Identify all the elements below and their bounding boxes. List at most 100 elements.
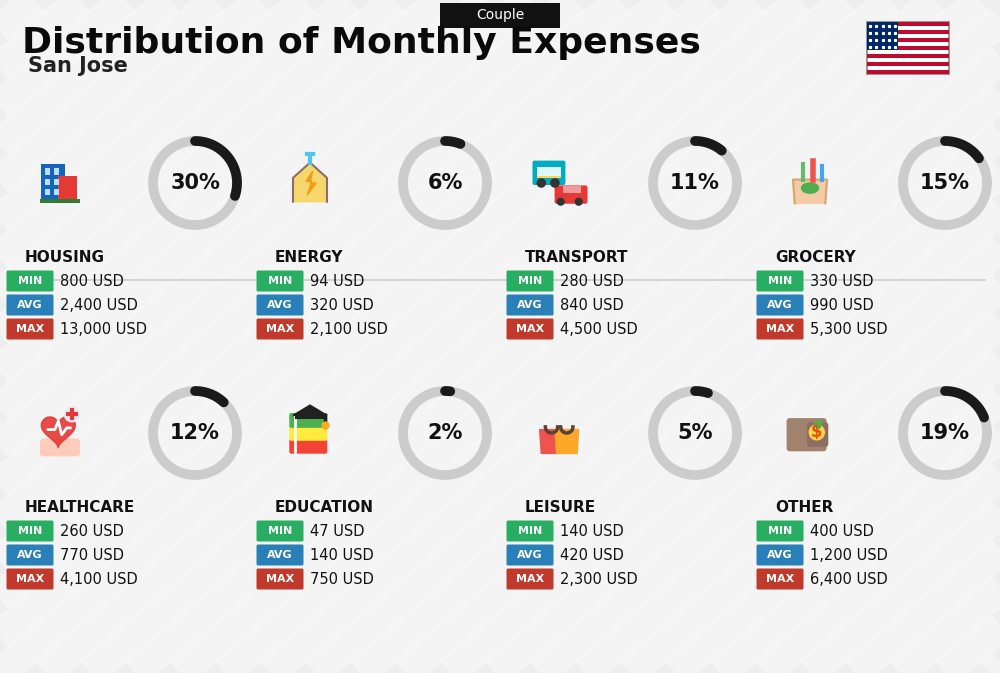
FancyBboxPatch shape — [45, 178, 50, 184]
Text: 13,000 USD: 13,000 USD — [60, 322, 147, 336]
Text: HOUSING: HOUSING — [25, 250, 105, 266]
FancyBboxPatch shape — [54, 189, 59, 195]
Text: AVG: AVG — [17, 300, 43, 310]
Text: MAX: MAX — [766, 324, 794, 334]
Text: AVG: AVG — [517, 300, 543, 310]
FancyBboxPatch shape — [256, 271, 304, 291]
Text: LEISURE: LEISURE — [525, 501, 596, 516]
Text: 1,200 USD: 1,200 USD — [810, 548, 888, 563]
Text: MAX: MAX — [516, 324, 544, 334]
Circle shape — [557, 199, 564, 205]
Text: MAX: MAX — [16, 574, 44, 584]
FancyBboxPatch shape — [867, 54, 949, 58]
Text: 2,100 USD: 2,100 USD — [310, 322, 388, 336]
Text: 400 USD: 400 USD — [810, 524, 874, 538]
Text: 260 USD: 260 USD — [60, 524, 124, 538]
FancyBboxPatch shape — [40, 439, 80, 456]
FancyBboxPatch shape — [757, 520, 804, 542]
Circle shape — [537, 179, 545, 187]
FancyBboxPatch shape — [867, 70, 949, 74]
Text: 15%: 15% — [920, 173, 970, 193]
Text: 140 USD: 140 USD — [560, 524, 624, 538]
Text: 420 USD: 420 USD — [560, 548, 624, 563]
FancyBboxPatch shape — [507, 569, 554, 590]
FancyBboxPatch shape — [787, 418, 827, 452]
Text: 2,300 USD: 2,300 USD — [560, 571, 638, 586]
Text: 140 USD: 140 USD — [310, 548, 374, 563]
FancyBboxPatch shape — [289, 439, 327, 454]
Text: MAX: MAX — [266, 574, 294, 584]
Text: MIN: MIN — [18, 526, 42, 536]
FancyBboxPatch shape — [289, 426, 327, 441]
FancyBboxPatch shape — [7, 271, 54, 291]
Text: MIN: MIN — [518, 526, 542, 536]
Text: AVG: AVG — [517, 550, 543, 560]
FancyBboxPatch shape — [807, 422, 828, 447]
Ellipse shape — [802, 183, 818, 193]
Text: 2,400 USD: 2,400 USD — [60, 297, 138, 312]
Text: 2%: 2% — [427, 423, 463, 443]
Text: 330 USD: 330 USD — [810, 273, 874, 289]
FancyBboxPatch shape — [537, 168, 561, 177]
Text: San Jose: San Jose — [28, 56, 128, 76]
FancyBboxPatch shape — [555, 186, 588, 204]
Polygon shape — [793, 180, 827, 203]
Polygon shape — [306, 171, 316, 195]
FancyBboxPatch shape — [867, 22, 949, 26]
Text: MIN: MIN — [768, 526, 792, 536]
Text: 5%: 5% — [677, 423, 713, 443]
Text: HEALTHCARE: HEALTHCARE — [25, 501, 135, 516]
FancyBboxPatch shape — [45, 189, 50, 195]
FancyBboxPatch shape — [757, 318, 804, 339]
Polygon shape — [293, 405, 327, 415]
Text: MIN: MIN — [268, 276, 292, 286]
FancyBboxPatch shape — [532, 161, 565, 185]
Text: 280 USD: 280 USD — [560, 273, 624, 289]
Circle shape — [551, 179, 559, 187]
Text: GROCERY: GROCERY — [775, 250, 856, 266]
FancyBboxPatch shape — [757, 569, 804, 590]
Text: MAX: MAX — [266, 324, 294, 334]
FancyBboxPatch shape — [289, 413, 327, 428]
FancyBboxPatch shape — [40, 199, 80, 203]
Polygon shape — [540, 429, 563, 454]
Text: MAX: MAX — [516, 574, 544, 584]
FancyBboxPatch shape — [867, 46, 949, 50]
FancyBboxPatch shape — [867, 38, 949, 42]
Text: MIN: MIN — [518, 276, 542, 286]
Circle shape — [575, 199, 582, 205]
Text: 30%: 30% — [170, 173, 220, 193]
FancyBboxPatch shape — [54, 168, 59, 174]
Text: 320 USD: 320 USD — [310, 297, 374, 312]
Text: 11%: 11% — [670, 173, 720, 193]
Text: 6,400 USD: 6,400 USD — [810, 571, 888, 586]
Text: 990 USD: 990 USD — [810, 297, 874, 312]
FancyBboxPatch shape — [256, 520, 304, 542]
FancyBboxPatch shape — [7, 295, 54, 316]
FancyBboxPatch shape — [507, 271, 554, 291]
FancyBboxPatch shape — [867, 22, 898, 50]
FancyBboxPatch shape — [440, 3, 560, 28]
FancyBboxPatch shape — [757, 544, 804, 565]
FancyBboxPatch shape — [7, 569, 54, 590]
FancyBboxPatch shape — [867, 22, 949, 74]
FancyBboxPatch shape — [507, 544, 554, 565]
Polygon shape — [293, 163, 327, 202]
Text: AVG: AVG — [267, 550, 293, 560]
Text: Couple: Couple — [476, 8, 524, 22]
Text: 6%: 6% — [427, 173, 463, 193]
Text: TRANSPORT: TRANSPORT — [525, 250, 629, 266]
FancyBboxPatch shape — [757, 295, 804, 316]
FancyBboxPatch shape — [507, 318, 554, 339]
Text: ENERGY: ENERGY — [275, 250, 344, 266]
FancyBboxPatch shape — [41, 164, 65, 202]
Text: AVG: AVG — [17, 550, 43, 560]
Text: MIN: MIN — [18, 276, 42, 286]
Text: 4,500 USD: 4,500 USD — [560, 322, 638, 336]
Text: 5,300 USD: 5,300 USD — [810, 322, 888, 336]
Text: MIN: MIN — [268, 526, 292, 536]
FancyBboxPatch shape — [7, 520, 54, 542]
FancyBboxPatch shape — [295, 413, 325, 419]
FancyBboxPatch shape — [563, 186, 581, 193]
FancyBboxPatch shape — [867, 62, 949, 66]
